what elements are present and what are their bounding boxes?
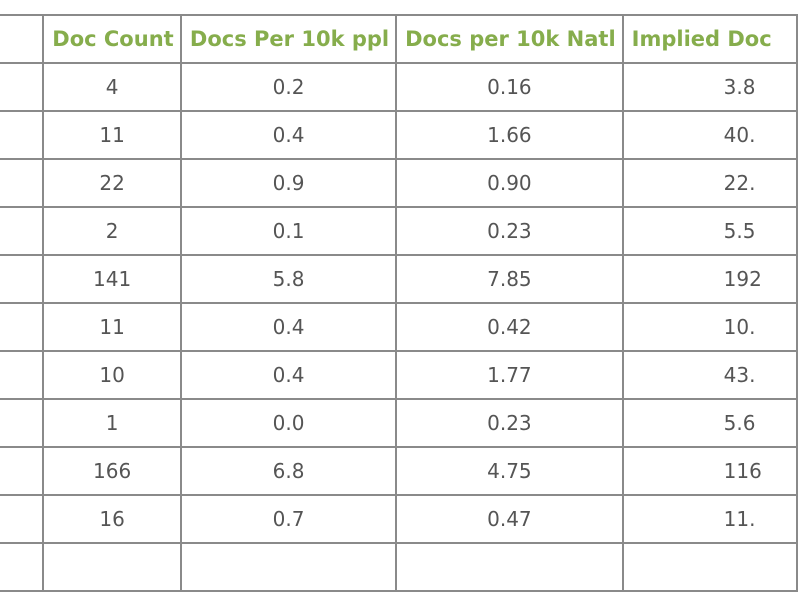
- row-label-cell: [0, 302, 45, 352]
- row-label-cell: [0, 398, 45, 448]
- table-row: [0, 542, 799, 592]
- docs-per-10k-natl-cell: 0.16: [395, 62, 624, 112]
- docs-per-10k-natl-cell: 1.77: [395, 350, 624, 400]
- implied-doc-cell: 5.6: [621, 398, 799, 448]
- docs-per-10k-ppl-cell: 0.4: [179, 302, 398, 352]
- implied-doc-cell: [621, 542, 799, 592]
- table-row: 141 5.8 7.85 192: [0, 254, 799, 304]
- implied-doc-cell: 116: [621, 446, 799, 496]
- doc-count-cell: 2: [42, 206, 182, 256]
- doc-count-cell: [42, 542, 182, 592]
- implied-doc-cell: 11.: [621, 494, 799, 544]
- header-docs-per-10k-ppl: Docs Per 10k ppl: [179, 14, 398, 64]
- docs-per-10k-ppl-cell: [179, 542, 398, 592]
- docs-per-10k-natl-cell: [395, 542, 624, 592]
- docs-per-10k-natl-cell: 0.90: [395, 158, 624, 208]
- docs-per-10k-natl-cell: 0.23: [395, 206, 624, 256]
- doctor-stats-table: Doc Count Docs Per 10k ppl Docs per 10k …: [0, 14, 799, 592]
- implied-doc-cell: 192: [621, 254, 799, 304]
- implied-doc-value: 11.: [723, 507, 756, 531]
- row-label-cell: [0, 158, 45, 208]
- implied-doc-value: 10.: [723, 315, 756, 339]
- doc-count-cell: 141: [42, 254, 182, 304]
- docs-per-10k-ppl-cell: 0.4: [179, 110, 398, 160]
- implied-doc-cell: 22.: [621, 158, 799, 208]
- header-implied-doc: Implied Doc: [621, 14, 799, 64]
- implied-doc-value: 5.5: [723, 219, 756, 243]
- docs-per-10k-ppl-cell: 5.8: [179, 254, 398, 304]
- table-header-row: Doc Count Docs Per 10k ppl Docs per 10k …: [0, 14, 799, 64]
- table-row: 16 0.7 0.47 11.: [0, 494, 799, 544]
- doc-count-cell: 11: [42, 302, 182, 352]
- table-row: 1 0.0 0.23 5.6: [0, 398, 799, 448]
- table-row: 2 0.1 0.23 5.5: [0, 206, 799, 256]
- row-label-cell: [0, 446, 45, 496]
- docs-per-10k-ppl-cell: 0.1: [179, 206, 398, 256]
- implied-doc-value: 5.6: [723, 411, 756, 435]
- doc-count-cell: 1: [42, 398, 182, 448]
- implied-doc-value: 192: [723, 267, 762, 291]
- docs-per-10k-natl-cell: 0.42: [395, 302, 624, 352]
- docs-per-10k-ppl-cell: 0.7: [179, 494, 398, 544]
- docs-per-10k-natl-cell: 0.47: [395, 494, 624, 544]
- docs-per-10k-ppl-cell: 0.4: [179, 350, 398, 400]
- implied-doc-value: 116: [723, 459, 762, 483]
- table-row: 10 0.4 1.77 43.: [0, 350, 799, 400]
- docs-per-10k-ppl-cell: 0.0: [179, 398, 398, 448]
- implied-doc-value: 22.: [723, 171, 756, 195]
- row-label-cell: [0, 494, 45, 544]
- table-row: 166 6.8 4.75 116: [0, 446, 799, 496]
- table-row: 11 0.4 0.42 10.: [0, 302, 799, 352]
- implied-doc-cell: 5.5: [621, 206, 799, 256]
- doc-count-cell: 11: [42, 110, 182, 160]
- doc-count-cell: 10: [42, 350, 182, 400]
- row-label-cell: [0, 542, 45, 592]
- docs-per-10k-natl-cell: 0.23: [395, 398, 624, 448]
- docs-per-10k-natl-cell: 1.66: [395, 110, 624, 160]
- table-row: 4 0.2 0.16 3.8: [0, 62, 799, 112]
- doc-count-cell: 166: [42, 446, 182, 496]
- docs-per-10k-ppl-cell: 0.9: [179, 158, 398, 208]
- row-label-cell: [0, 62, 45, 112]
- header-doc-count: Doc Count: [42, 14, 182, 64]
- row-label-cell: [0, 254, 45, 304]
- implied-doc-cell: 43.: [621, 350, 799, 400]
- docs-per-10k-natl-cell: 4.75: [395, 446, 624, 496]
- table-row: 11 0.4 1.66 40.: [0, 110, 799, 160]
- docs-per-10k-natl-cell: 7.85: [395, 254, 624, 304]
- table-body: 4 0.2 0.16 3.8 11 0.4 1.66 40. 22 0.9 0.90 22. 2 0.1 0…: [0, 62, 799, 592]
- doc-count-cell: 22: [42, 158, 182, 208]
- row-label-cell: [0, 206, 45, 256]
- row-label-cell: [0, 110, 45, 160]
- doc-count-cell: 4: [42, 62, 182, 112]
- implied-doc-value: 40.: [723, 123, 756, 147]
- implied-doc-value: 3.8: [723, 75, 756, 99]
- docs-per-10k-ppl-cell: 0.2: [179, 62, 398, 112]
- implied-doc-cell: 10.: [621, 302, 799, 352]
- implied-doc-cell: 40.: [621, 110, 799, 160]
- header-blank: [0, 14, 45, 64]
- table-row: 22 0.9 0.90 22.: [0, 158, 799, 208]
- implied-doc-value: 43.: [723, 363, 756, 387]
- row-label-cell: [0, 350, 45, 400]
- doc-count-cell: 16: [42, 494, 182, 544]
- implied-doc-cell: 3.8: [621, 62, 799, 112]
- header-docs-per-10k-natl: Docs per 10k Natl: [395, 14, 624, 64]
- docs-per-10k-ppl-cell: 6.8: [179, 446, 398, 496]
